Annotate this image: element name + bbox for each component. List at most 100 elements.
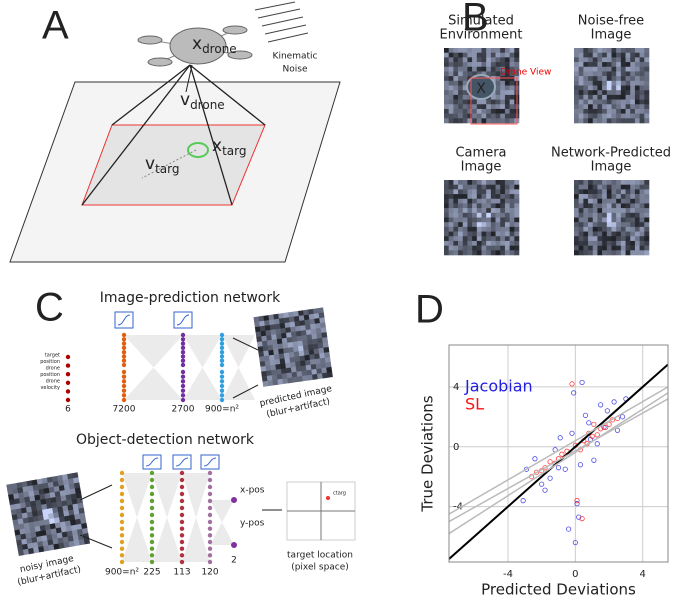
pixel bbox=[583, 86, 588, 91]
pixel bbox=[597, 62, 602, 67]
y-axis-label: True Deviations bbox=[419, 395, 437, 512]
pixel bbox=[491, 199, 496, 204]
pixel bbox=[635, 67, 640, 72]
pixel bbox=[621, 109, 626, 114]
pixel bbox=[486, 100, 491, 105]
node bbox=[181, 346, 185, 350]
pixel bbox=[444, 109, 449, 114]
pixel bbox=[640, 241, 645, 246]
node bbox=[150, 546, 154, 550]
pixel bbox=[579, 114, 584, 119]
pixel bbox=[583, 100, 588, 105]
pixel bbox=[510, 118, 515, 123]
pixel bbox=[463, 236, 468, 241]
pixel bbox=[482, 114, 487, 119]
pixel bbox=[510, 95, 515, 100]
pixel bbox=[607, 109, 612, 114]
pixel bbox=[472, 232, 477, 237]
pixel bbox=[621, 222, 626, 227]
sub: targ bbox=[155, 162, 179, 176]
pixel bbox=[644, 180, 649, 185]
pixel bbox=[583, 180, 588, 185]
pixel bbox=[444, 76, 449, 81]
pixel bbox=[612, 222, 617, 227]
pixel bbox=[505, 104, 510, 109]
pixel bbox=[616, 232, 621, 237]
pixel bbox=[453, 180, 458, 185]
node bbox=[208, 520, 212, 524]
pixel bbox=[635, 95, 640, 100]
pixel bbox=[607, 194, 612, 199]
pixel bbox=[616, 53, 621, 58]
pixel bbox=[482, 232, 487, 237]
pixel bbox=[593, 57, 598, 62]
pixel bbox=[510, 232, 515, 237]
pixel bbox=[458, 203, 463, 208]
pixel bbox=[588, 67, 593, 72]
pixel bbox=[635, 114, 640, 119]
sym: x bbox=[192, 34, 202, 54]
pixel bbox=[500, 81, 505, 86]
pixel bbox=[510, 194, 515, 199]
pixel bbox=[449, 227, 454, 232]
pixel bbox=[579, 81, 584, 86]
pixel bbox=[472, 213, 477, 218]
layer-size: 225 bbox=[143, 568, 160, 578]
pixel bbox=[477, 199, 482, 204]
pixel bbox=[621, 246, 626, 251]
pixel bbox=[640, 100, 645, 105]
pixel bbox=[644, 203, 649, 208]
pixel bbox=[579, 76, 584, 81]
pixel bbox=[453, 100, 458, 105]
pixel bbox=[602, 203, 607, 208]
pixel bbox=[491, 218, 496, 223]
pixel bbox=[463, 100, 468, 105]
pixel bbox=[463, 250, 468, 255]
pixel bbox=[574, 90, 579, 95]
pixel bbox=[644, 199, 649, 204]
node bbox=[122, 359, 126, 363]
pixel bbox=[472, 241, 477, 246]
pixel bbox=[500, 118, 505, 123]
pixel bbox=[621, 76, 626, 81]
pixel bbox=[449, 76, 454, 81]
pixel bbox=[626, 213, 631, 218]
sub: drone bbox=[202, 42, 237, 56]
pixel bbox=[500, 203, 505, 208]
node bbox=[180, 546, 184, 550]
pixel bbox=[593, 118, 598, 123]
pixel bbox=[482, 185, 487, 190]
pixel bbox=[477, 53, 482, 58]
pixel bbox=[444, 194, 449, 199]
pixel bbox=[640, 76, 645, 81]
pixel bbox=[453, 203, 458, 208]
pixel bbox=[510, 241, 515, 246]
node bbox=[66, 398, 70, 402]
node bbox=[181, 370, 185, 374]
pixel bbox=[583, 250, 588, 255]
pixel bbox=[579, 189, 584, 194]
pixel bbox=[514, 203, 519, 208]
pixel bbox=[453, 218, 458, 223]
pixel bbox=[593, 67, 598, 72]
node bbox=[220, 379, 224, 383]
pixel bbox=[593, 71, 598, 76]
x-axis-label: Predicted Deviations bbox=[481, 581, 636, 599]
pixel bbox=[579, 67, 584, 72]
pixel bbox=[597, 81, 602, 86]
pixel bbox=[621, 90, 626, 95]
pixel bbox=[626, 180, 631, 185]
pixel bbox=[449, 67, 454, 72]
pixel bbox=[593, 185, 598, 190]
pixel bbox=[458, 199, 463, 204]
pixel bbox=[467, 236, 472, 241]
pixel bbox=[630, 194, 635, 199]
node bbox=[220, 398, 224, 402]
pixel bbox=[644, 48, 649, 53]
pixel bbox=[496, 236, 501, 241]
pixel bbox=[449, 71, 454, 76]
pixel bbox=[612, 199, 617, 204]
pixel bbox=[593, 199, 598, 204]
pixel bbox=[458, 208, 463, 213]
pixel bbox=[486, 194, 491, 199]
